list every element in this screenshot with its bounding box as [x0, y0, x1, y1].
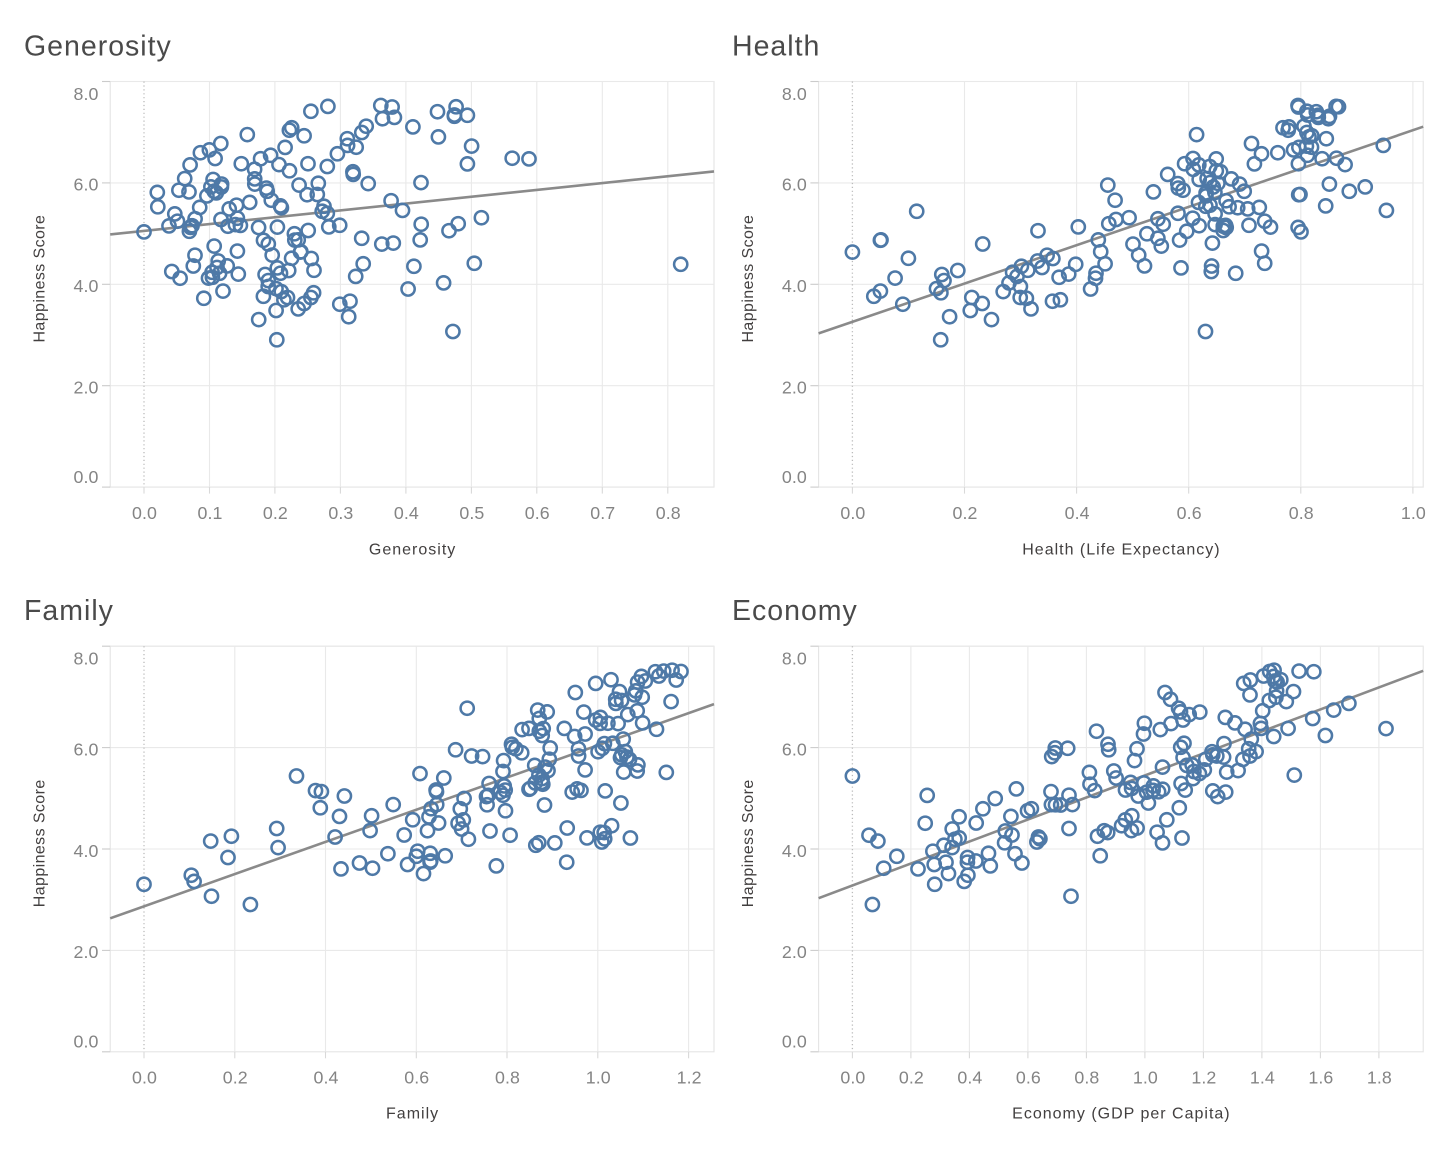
svg-text:0.3: 0.3: [328, 503, 353, 523]
svg-text:0.0: 0.0: [840, 1068, 865, 1088]
svg-text:6.0: 6.0: [73, 175, 98, 195]
svg-text:0.6: 0.6: [1016, 1068, 1041, 1088]
svg-text:1.0: 1.0: [1401, 503, 1426, 523]
svg-text:1.6: 1.6: [1308, 1068, 1333, 1088]
svg-text:Happiness Score: Happiness Score: [32, 215, 49, 343]
svg-text:0.0: 0.0: [132, 1068, 157, 1088]
svg-text:4.0: 4.0: [782, 276, 807, 296]
svg-text:0.0: 0.0: [132, 503, 157, 523]
svg-text:4.0: 4.0: [782, 841, 807, 861]
svg-text:0.8: 0.8: [1074, 1068, 1099, 1088]
svg-text:0.2: 0.2: [952, 503, 977, 523]
svg-text:Happiness Score: Happiness Score: [740, 215, 757, 343]
svg-text:Family: Family: [386, 1106, 439, 1123]
svg-text:0.2: 0.2: [223, 1068, 248, 1088]
svg-text:6.0: 6.0: [782, 739, 807, 759]
svg-text:0.0: 0.0: [73, 1032, 98, 1052]
svg-text:8.0: 8.0: [782, 84, 807, 104]
svg-text:0.8: 0.8: [656, 503, 681, 523]
svg-text:0.1: 0.1: [197, 503, 222, 523]
svg-text:0.4: 0.4: [1065, 503, 1090, 523]
svg-text:0.0: 0.0: [782, 1032, 807, 1052]
svg-text:Generosity: Generosity: [369, 541, 456, 558]
svg-text:0.8: 0.8: [1289, 503, 1314, 523]
svg-text:6.0: 6.0: [73, 739, 98, 759]
svg-text:0.6: 0.6: [525, 503, 550, 523]
svg-text:0.8: 0.8: [495, 1068, 520, 1088]
svg-text:Economy: Economy: [732, 595, 858, 627]
svg-text:Health: Health: [732, 31, 820, 63]
svg-text:Family: Family: [24, 595, 114, 627]
svg-text:8.0: 8.0: [73, 649, 98, 669]
svg-text:2.0: 2.0: [782, 378, 807, 398]
svg-text:1.4: 1.4: [1250, 1068, 1275, 1088]
svg-text:1.2: 1.2: [1191, 1068, 1216, 1088]
svg-text:0.6: 0.6: [404, 1068, 429, 1088]
svg-text:0.0: 0.0: [782, 467, 807, 487]
svg-text:2.0: 2.0: [782, 942, 807, 962]
svg-text:0.6: 0.6: [1177, 503, 1202, 523]
svg-text:1.0: 1.0: [1133, 1068, 1158, 1088]
svg-text:0.0: 0.0: [840, 503, 865, 523]
svg-text:0.0: 0.0: [73, 467, 98, 487]
svg-text:0.4: 0.4: [957, 1068, 982, 1088]
svg-text:2.0: 2.0: [73, 378, 98, 398]
svg-text:Generosity: Generosity: [24, 31, 172, 63]
svg-text:Happiness Score: Happiness Score: [32, 779, 49, 907]
svg-text:0.4: 0.4: [313, 1068, 338, 1088]
svg-text:0.5: 0.5: [459, 503, 484, 523]
svg-text:4.0: 4.0: [73, 841, 98, 861]
svg-text:0.4: 0.4: [394, 503, 419, 523]
svg-text:Economy (GDP per Capita): Economy (GDP per Capita): [1012, 1106, 1230, 1123]
svg-text:4.0: 4.0: [73, 276, 98, 296]
svg-text:0.2: 0.2: [899, 1068, 924, 1088]
svg-text:2.0: 2.0: [73, 942, 98, 962]
svg-text:Health (Life Expectancy): Health (Life Expectancy): [1022, 541, 1220, 558]
svg-text:8.0: 8.0: [782, 649, 807, 669]
svg-text:1.8: 1.8: [1367, 1068, 1392, 1088]
svg-text:1.2: 1.2: [677, 1068, 702, 1088]
svg-text:8.0: 8.0: [73, 84, 98, 104]
svg-text:1.0: 1.0: [586, 1068, 611, 1088]
svg-text:0.2: 0.2: [263, 503, 288, 523]
svg-text:6.0: 6.0: [782, 175, 807, 195]
svg-text:Happiness Score: Happiness Score: [740, 779, 757, 907]
svg-text:0.7: 0.7: [590, 503, 615, 523]
